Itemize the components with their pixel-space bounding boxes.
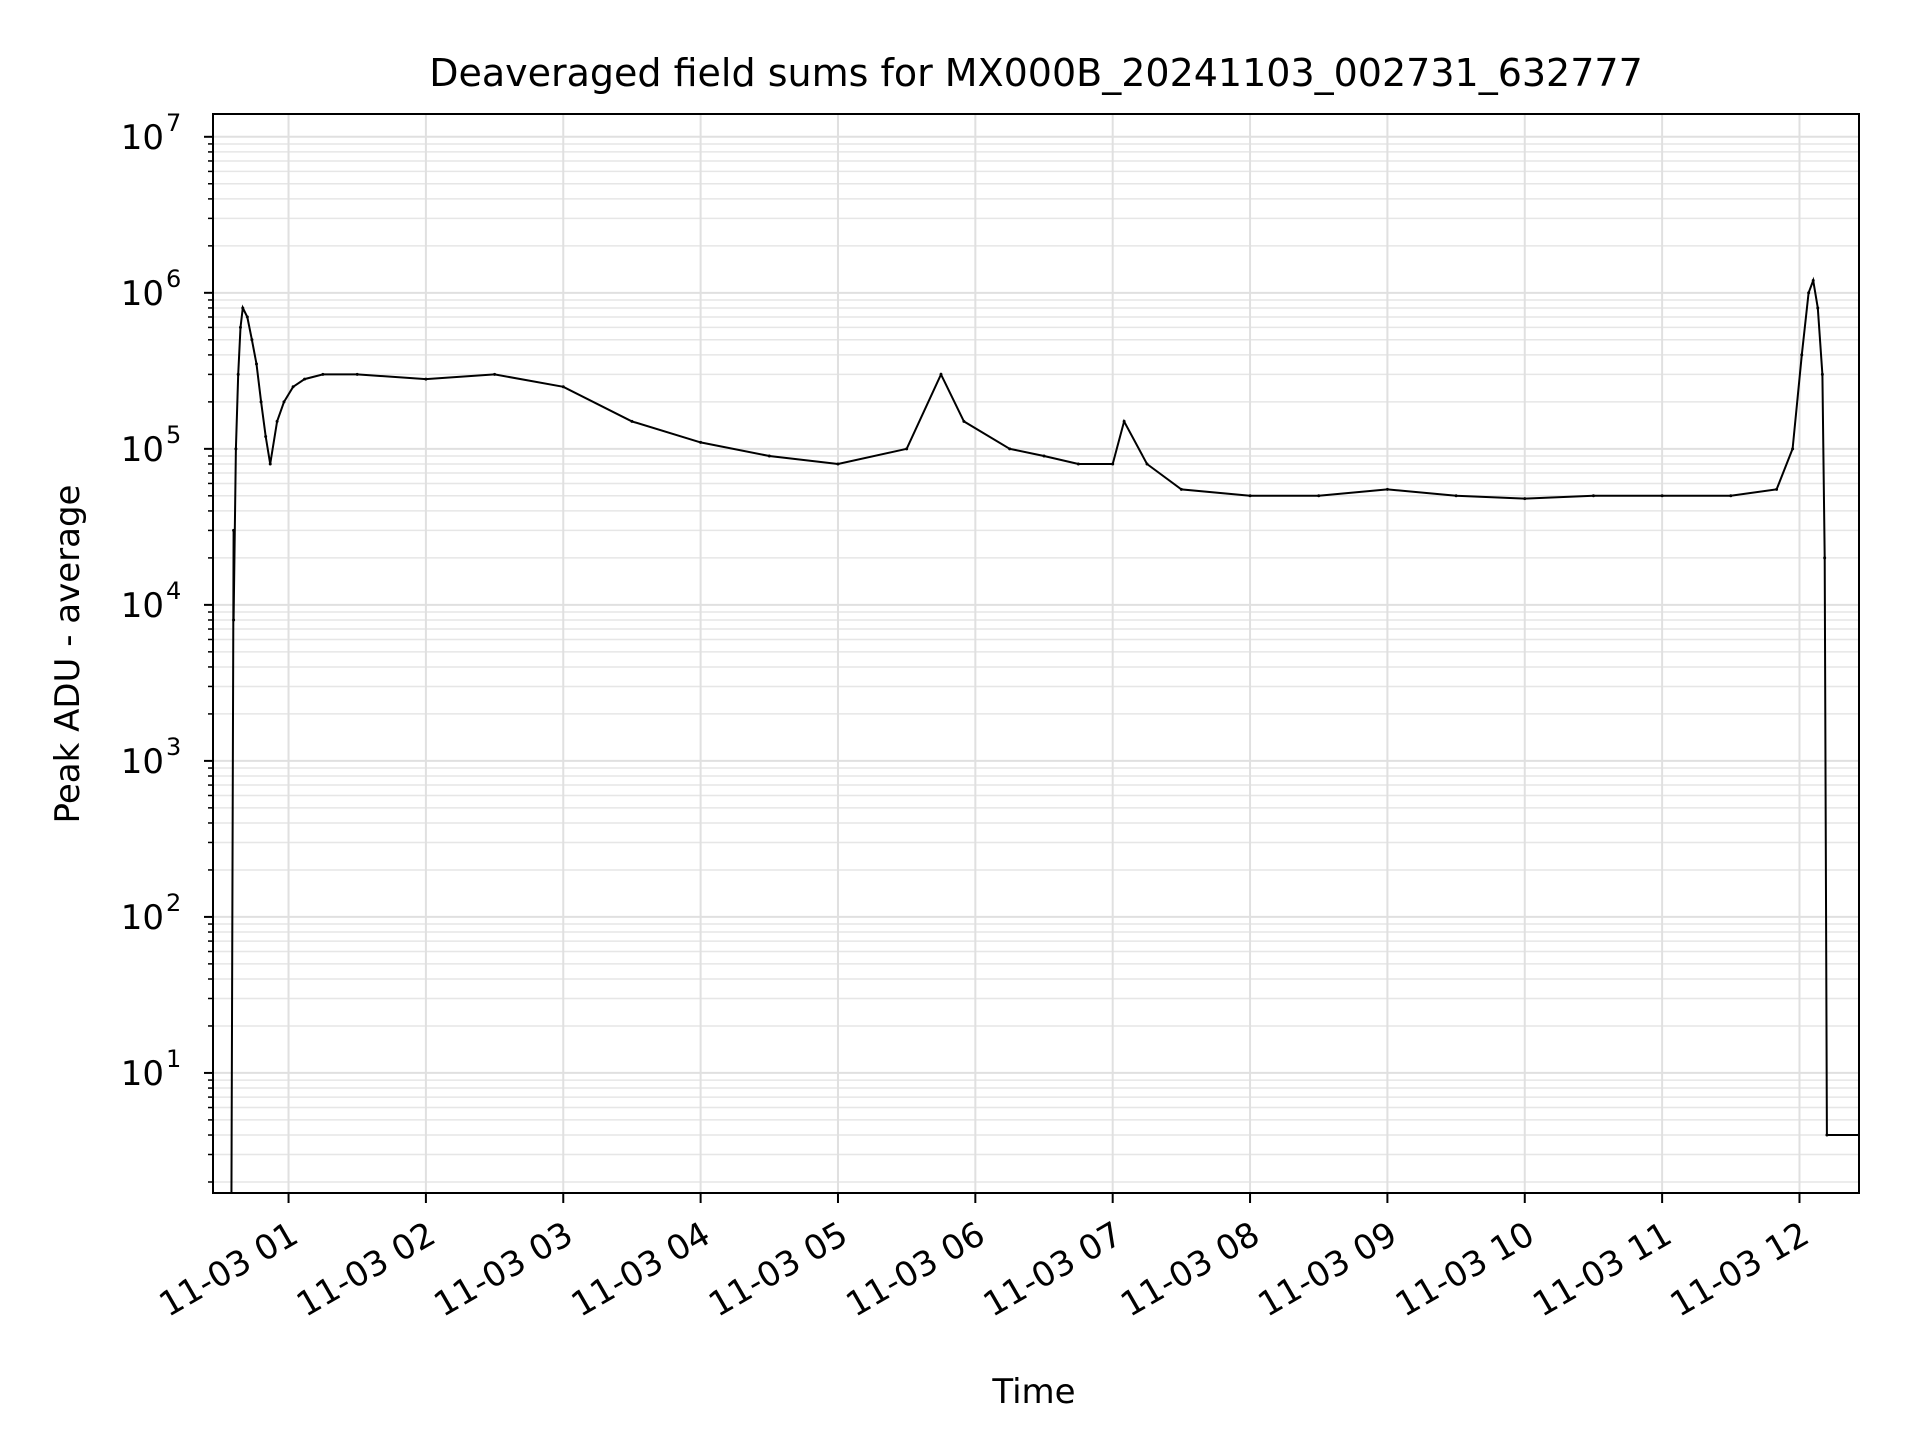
- y-tick-label: 10: [121, 430, 164, 470]
- y-tick-exponent: 1: [166, 1045, 181, 1073]
- series-point: [1775, 487, 1779, 491]
- series-point: [1591, 494, 1595, 498]
- y-axis-label: Peak ADU - average: [48, 485, 88, 824]
- y-tick-label: 10: [121, 898, 164, 938]
- y-tick-label: 10: [121, 742, 164, 782]
- y-tick-exponent: 6: [166, 265, 181, 293]
- series-point: [1791, 447, 1795, 451]
- series-point: [424, 377, 428, 381]
- series-point: [236, 372, 240, 376]
- y-tick-label: 10: [121, 118, 164, 158]
- series-point: [1008, 447, 1012, 451]
- series-point: [1823, 556, 1827, 560]
- series-point: [1179, 487, 1183, 491]
- series-point: [254, 362, 258, 366]
- y-tick-label: 10: [121, 1054, 164, 1094]
- series-point: [767, 454, 771, 458]
- series-point: [1111, 462, 1115, 466]
- y-tick-exponent: 3: [166, 733, 181, 761]
- series-point: [1825, 1133, 1829, 1137]
- y-tick-label: 10: [121, 586, 164, 626]
- series-point: [234, 447, 238, 451]
- series-point: [303, 377, 307, 381]
- y-tick-exponent: 4: [166, 577, 181, 605]
- y-tick-exponent: 2: [166, 889, 181, 917]
- series-point: [1385, 487, 1389, 491]
- series-point: [268, 462, 272, 466]
- series-point: [939, 372, 943, 376]
- series-point: [1317, 494, 1321, 498]
- series-point: [282, 400, 286, 404]
- series-point: [630, 419, 634, 423]
- series-layer: [230, 276, 1859, 1193]
- series-point: [1820, 372, 1824, 376]
- series-point: [1248, 494, 1252, 498]
- series-point: [699, 440, 703, 444]
- series-point: [1454, 494, 1458, 498]
- x-axis-label: Time: [991, 1372, 1075, 1412]
- series-point: [250, 338, 254, 342]
- series-point: [1660, 494, 1664, 498]
- series-point: [264, 434, 268, 438]
- series-point: [275, 419, 279, 423]
- series-point: [1729, 494, 1733, 498]
- series-point: [962, 419, 966, 423]
- series-point: [1122, 419, 1126, 423]
- series-point: [321, 372, 325, 376]
- plot-frame: [212, 113, 1860, 1194]
- series-point: [1800, 353, 1804, 357]
- series-point: [905, 447, 909, 451]
- series-point: [1145, 462, 1149, 466]
- series-point: [232, 528, 236, 532]
- series-point: [232, 618, 236, 622]
- series-point: [259, 400, 263, 404]
- chart-title: Deaveraged field sums for MX000B_2024110…: [429, 51, 1643, 95]
- series-point: [836, 462, 840, 466]
- series-point: [1811, 278, 1815, 282]
- series-point: [1807, 291, 1811, 295]
- series-point: [291, 385, 295, 389]
- series-point: [1523, 497, 1527, 501]
- y-tick-exponent: 7: [166, 109, 181, 137]
- series-point: [493, 372, 497, 376]
- series-point: [241, 306, 245, 310]
- y-tick-label: 10: [121, 274, 164, 314]
- series-point: [238, 325, 242, 329]
- series-point: [1042, 454, 1046, 458]
- series-point: [1816, 306, 1820, 310]
- y-tick-exponent: 5: [166, 421, 181, 449]
- series-point: [245, 315, 249, 319]
- series-point: [1076, 462, 1080, 466]
- series-line: [230, 276, 1859, 1193]
- series-point: [561, 385, 565, 389]
- series-point: [355, 372, 359, 376]
